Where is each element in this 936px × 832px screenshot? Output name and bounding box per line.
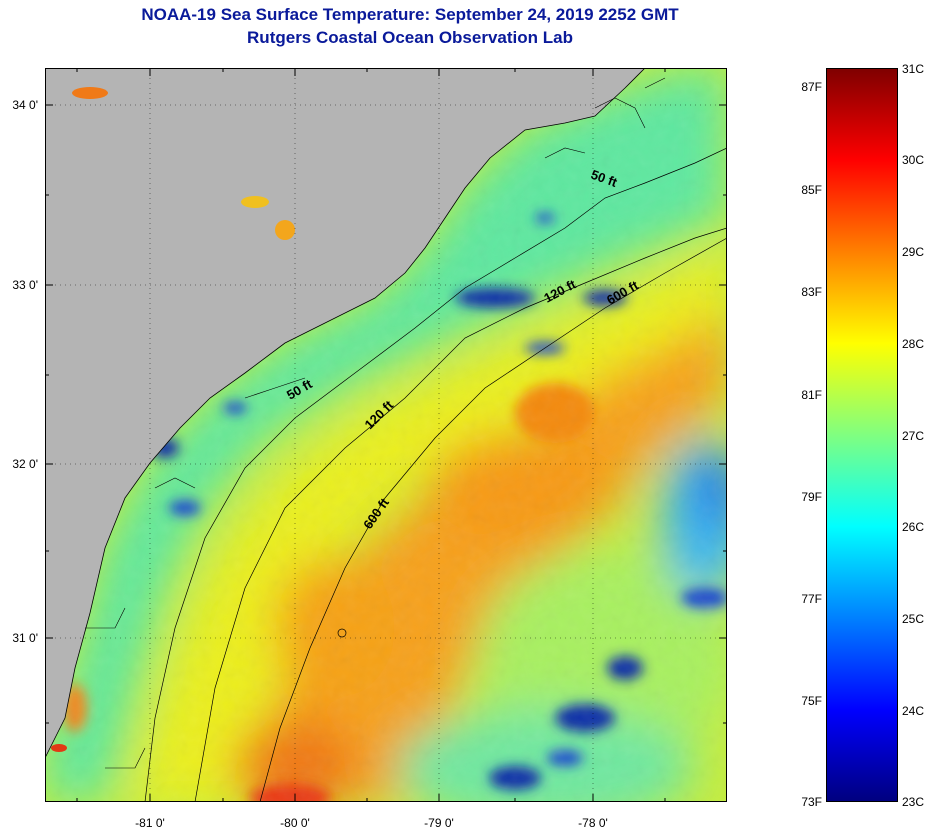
sst-field <box>45 68 727 802</box>
coastline <box>45 68 646 759</box>
sst-map: 50 ft 120 ft 600 ft 50 ft 120 ft 600 ft <box>45 68 727 802</box>
isobath-50ft <box>144 147 727 802</box>
scale-tick-c-25: 25C <box>902 612 925 626</box>
isobath-lines <box>144 147 727 802</box>
map-subtitle: Rutgers Coastal Ocean Observation Lab <box>247 28 573 47</box>
scale-tick-f-75: 75F <box>801 694 822 708</box>
map-title: NOAA-19 Sea Surface Temperature: Septemb… <box>141 5 679 24</box>
scale-tick-c-30: 30C <box>902 153 925 167</box>
lat-label-31: 31 0' <box>12 631 38 645</box>
isobath-seamount <box>337 628 347 638</box>
lat-label-32: 32 0' <box>12 457 38 471</box>
scale-tick-c-24: 24C <box>902 704 925 718</box>
scale-tick-c-29: 29C <box>902 245 925 259</box>
scale-tick-f-73: 73F <box>801 795 822 809</box>
lon-label-81: -81 0' <box>135 816 165 830</box>
scale-tick-c-27: 27C <box>902 429 925 443</box>
scale-tick-f-77: 77F <box>801 592 822 606</box>
scale-tick-c-23: 23C <box>902 795 925 809</box>
lat-label-34: 34 0' <box>12 98 38 112</box>
scale-tick-c-31: 31C <box>902 62 925 76</box>
inland-sst-patches <box>51 87 295 752</box>
lon-label-78: -78 0' <box>578 816 608 830</box>
scale-tick-f-79: 79F <box>801 490 822 504</box>
lat-lon-grid <box>45 68 727 802</box>
scale-tick-f-87: 87F <box>801 80 822 94</box>
sst-map-canvas: 50 ft 120 ft 600 ft 50 ft 120 ft 600 ft <box>45 68 727 802</box>
map-frame <box>45 68 727 802</box>
scale-tick-f-81: 81F <box>801 388 822 402</box>
scale-tick-c-26: 26C <box>902 520 925 534</box>
lon-label-79: -79 0' <box>424 816 454 830</box>
temperature-color-scale <box>826 68 898 802</box>
scale-tick-f-83: 83F <box>801 285 822 299</box>
inland-waterways <box>85 77 666 769</box>
lat-label-33: 33 0' <box>12 278 38 292</box>
isobath-120ft <box>194 227 727 802</box>
scale-tick-f-85: 85F <box>801 183 822 197</box>
scale-tick-c-28: 28C <box>902 337 925 351</box>
lon-label-80: -80 0' <box>280 816 310 830</box>
isobath-600ft <box>259 237 727 802</box>
